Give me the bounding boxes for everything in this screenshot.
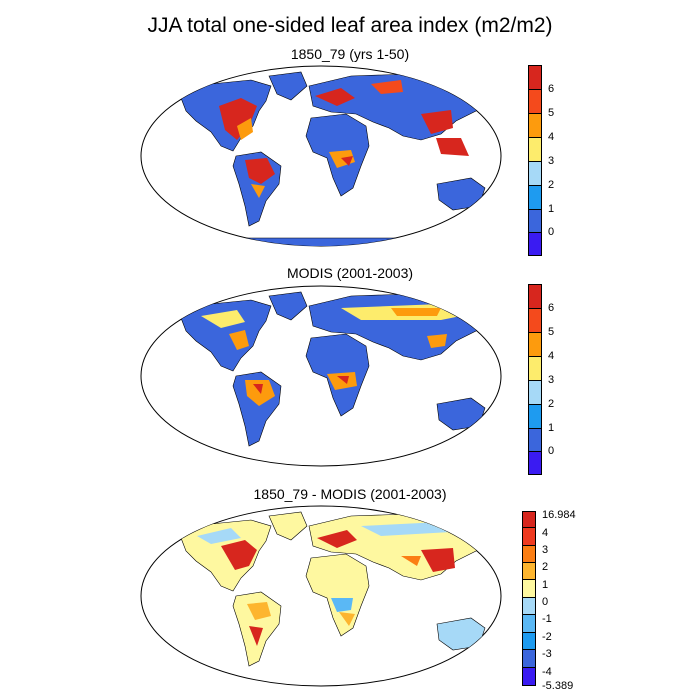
colorbar-label: 1 <box>548 203 555 215</box>
colorbar-label: 0 <box>542 596 549 608</box>
continent-south-america <box>232 371 282 447</box>
colorbar-swatch <box>522 649 536 667</box>
colorbar-swatch <box>528 428 542 451</box>
colorbar-swatch <box>528 284 542 308</box>
colorbar-swatch <box>522 511 536 527</box>
colorbar-label: -3 <box>542 648 552 660</box>
colorbar-modis: 6 5 4 3 2 1 0 <box>528 284 598 475</box>
colorbar-swatch <box>528 137 542 161</box>
colorbar-swatch <box>528 380 542 404</box>
colorbar-swatch <box>522 527 536 545</box>
colorbar-label: 2 <box>548 398 555 410</box>
colorbar-label: 3 <box>548 155 555 167</box>
continent-africa <box>305 113 370 197</box>
colorbar-label: 1 <box>548 422 555 434</box>
colorbar-swatch <box>528 113 542 137</box>
colorbar-label: 0 <box>548 445 555 457</box>
panel-2-subtitle: MODIS (2001-2003) <box>286 265 414 281</box>
continent-north-america <box>180 79 272 152</box>
colorbar-difference: 16.984 4 3 2 1 0 -1 -2 -3 -4 -5.389 <box>522 509 596 692</box>
colorbar-label: 5 <box>548 326 555 338</box>
colorbar-swatch <box>528 161 542 185</box>
colorbar-label: 2 <box>542 561 549 573</box>
colorbar-label: 5 <box>548 107 555 119</box>
map-1850-79 <box>140 65 502 247</box>
colorbar-label: 2 <box>548 179 555 191</box>
colorbar-label: -5.389 <box>542 680 574 692</box>
continent-south-america <box>232 591 282 667</box>
colorbar-label: 1 <box>542 579 549 591</box>
colorbar-swatch <box>528 89 542 113</box>
continent-greenland <box>268 511 308 541</box>
colorbar-label: 16.984 <box>542 509 576 521</box>
continent-africa <box>305 553 370 637</box>
colorbar-swatch <box>528 308 542 332</box>
colorbar-swatch <box>522 579 536 597</box>
panel-1-subtitle: 1850_79 (yrs 1-50) <box>290 46 410 62</box>
continent-north-america <box>180 519 272 592</box>
colorbar-swatch <box>522 545 536 562</box>
continent-south-america <box>232 151 282 227</box>
colorbar-label: -4 <box>542 666 552 678</box>
colorbar-1850-79: 6 5 4 3 2 1 0 <box>528 65 598 256</box>
colorbar-label: 3 <box>548 374 555 386</box>
colorbar-label: -2 <box>542 631 552 643</box>
colorbar-swatch <box>528 451 542 475</box>
colorbar-swatch <box>522 597 536 614</box>
colorbar-label: 4 <box>542 527 549 539</box>
map-modis <box>140 285 502 467</box>
colorbar-swatch <box>528 332 542 356</box>
colorbar-label: 4 <box>548 350 555 362</box>
colorbar-swatch <box>522 562 536 579</box>
continent-greenland <box>268 71 308 101</box>
panel-3-subtitle: 1850_79 - MODIS (2001-2003) <box>253 486 447 502</box>
colorbar-label: 6 <box>548 302 555 314</box>
colorbar-label: 3 <box>542 544 549 556</box>
continent-greenland <box>268 291 308 321</box>
colorbar-swatch <box>528 65 542 89</box>
continent-north-america <box>180 299 272 372</box>
map-difference <box>140 505 502 687</box>
colorbar-swatch <box>522 667 536 686</box>
colorbar-label: 6 <box>548 83 555 95</box>
colorbar-swatch <box>528 209 542 232</box>
figure-title: JJA total one-sided leaf area index (m2/… <box>147 14 553 37</box>
colorbar-label: -1 <box>542 613 552 625</box>
continent-antarctica <box>141 237 501 246</box>
colorbar-label: 0 <box>548 226 555 238</box>
colorbar-swatch <box>528 185 542 209</box>
colorbar-swatch <box>528 356 542 380</box>
colorbar-swatch <box>528 404 542 428</box>
colorbar-label: 4 <box>548 131 555 143</box>
colorbar-swatch <box>528 232 542 256</box>
colorbar-swatch <box>522 614 536 632</box>
continent-africa <box>305 333 370 417</box>
colorbar-swatch <box>522 632 536 649</box>
